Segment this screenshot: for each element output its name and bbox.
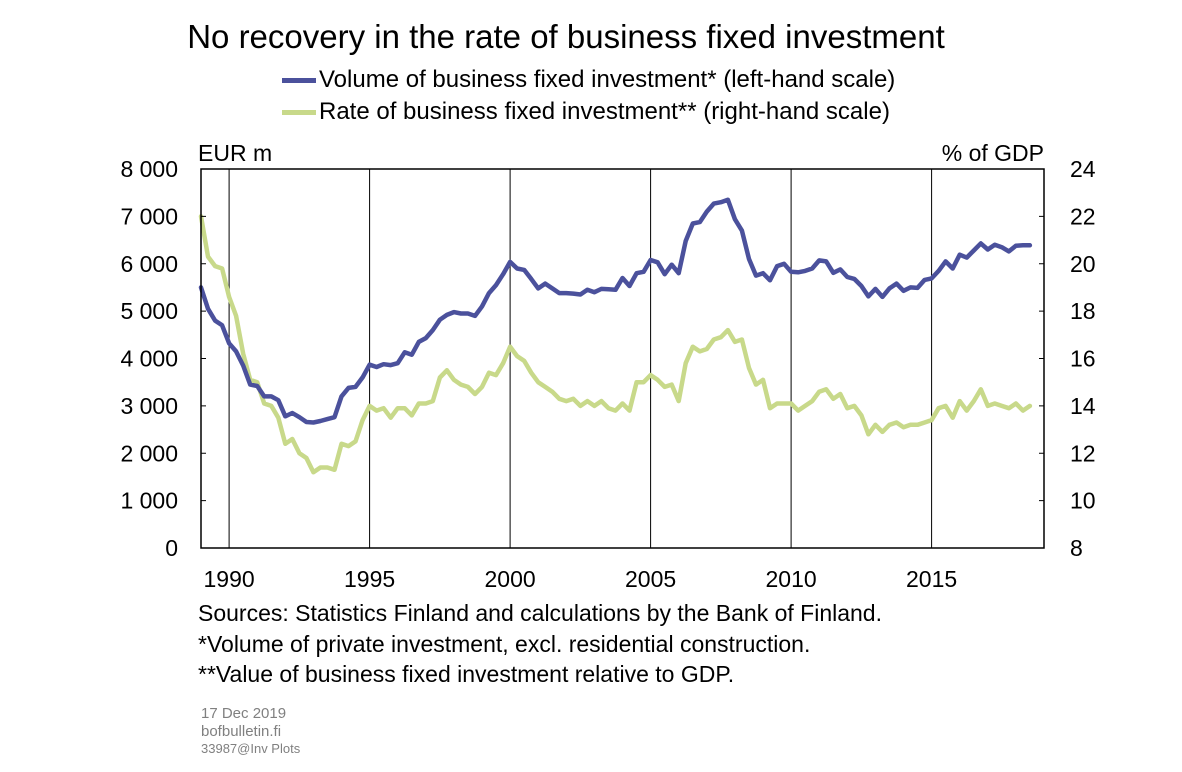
x-tick-label: 2015 — [906, 566, 957, 592]
chart-code: 33987@Inv Plots — [201, 741, 301, 756]
x-tick-label: 2000 — [485, 566, 536, 592]
right-tick-label: 22 — [1070, 203, 1096, 229]
right-axis-unit: % of GDP — [942, 140, 1044, 166]
legend-item-volume: Volume of business fixed investment* (le… — [282, 65, 895, 95]
legend-label-volume: Volume of business fixed investment* (le… — [319, 66, 896, 93]
series-line-volume — [198, 197, 1033, 425]
right-tick-label: 16 — [1070, 346, 1096, 372]
right-tick-label: 20 — [1070, 251, 1096, 277]
publish-date: 17 Dec 2019 — [201, 705, 287, 722]
left-tick-label: 5 000 — [120, 298, 178, 324]
x-tick-label: 1995 — [344, 566, 395, 592]
legend-label-rate: Rate of business fixed investment** (rig… — [319, 98, 890, 125]
grid-lines — [228, 169, 933, 548]
left-axis-unit: EUR m — [198, 140, 272, 166]
left-tick-label: 7 000 — [120, 203, 178, 229]
x-tick-label: 2010 — [766, 566, 817, 592]
right-tick-label: 14 — [1070, 393, 1096, 419]
left-tick-label: 2 000 — [120, 440, 178, 466]
left-tick-label: 6 000 — [120, 251, 178, 277]
left-tick-label: 3 000 — [120, 393, 178, 419]
left-tick-label: 8 000 — [120, 156, 178, 182]
legend-swatch-rate — [282, 109, 316, 115]
series-line-rate — [198, 214, 1033, 475]
left-tick-label: 1 000 — [120, 488, 178, 514]
x-tick-label: 1990 — [204, 566, 255, 592]
legend-item-rate: Rate of business fixed investment** (rig… — [282, 97, 890, 127]
right-tick-label: 24 — [1070, 156, 1096, 182]
right-tick-label: 10 — [1070, 488, 1096, 514]
footnote-rate: **Value of business fixed investment rel… — [198, 661, 735, 687]
right-tick-label: 12 — [1070, 440, 1096, 466]
left-tick-label: 4 000 — [120, 346, 178, 372]
right-tick-label: 18 — [1070, 298, 1096, 324]
plot-frame — [200, 168, 1045, 549]
right-tick-label: 8 — [1070, 535, 1083, 561]
x-tick-label: 2005 — [625, 566, 676, 592]
footnote-volume: *Volume of private investment, excl. res… — [198, 631, 811, 657]
left-tick-label: 0 — [165, 535, 178, 561]
series-lines — [198, 197, 1033, 475]
legend-swatch-volume — [282, 77, 316, 83]
sources-note: Sources: Statistics Finland and calculat… — [198, 600, 882, 626]
chart-title: No recovery in the rate of business fixe… — [187, 18, 945, 55]
site-name: bofbulletin.fi — [201, 723, 282, 740]
